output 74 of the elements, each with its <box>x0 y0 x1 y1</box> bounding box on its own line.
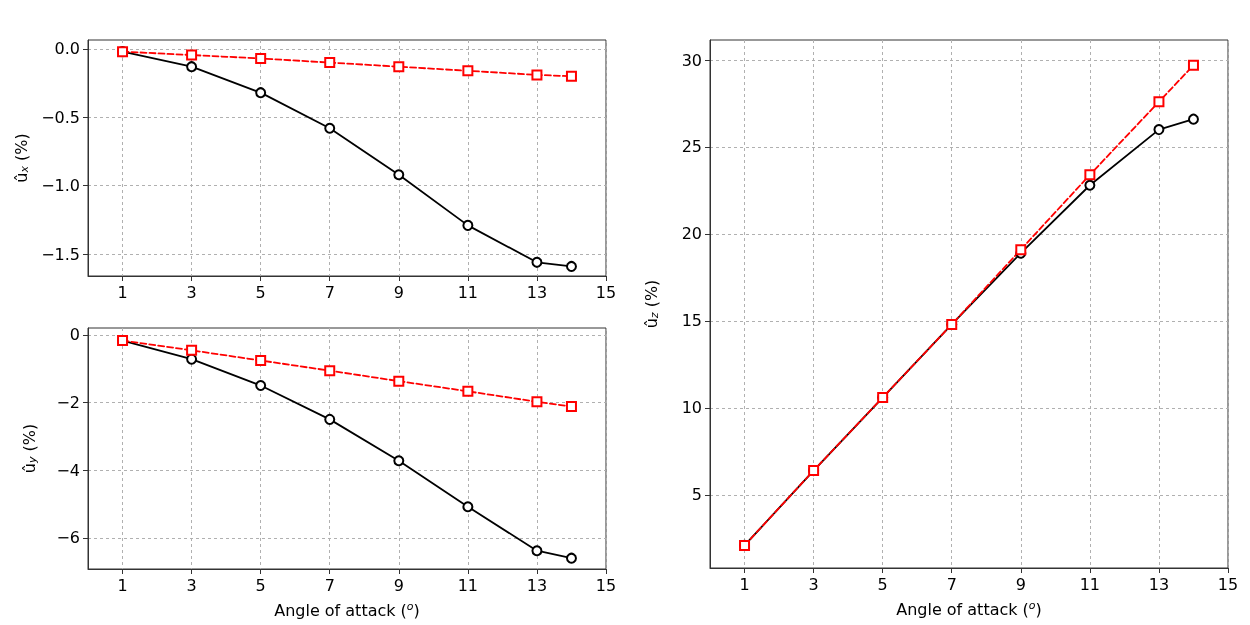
x-tick-label: 13 <box>526 282 548 302</box>
point <box>531 545 543 557</box>
x-tick-label: 5 <box>877 574 888 594</box>
point <box>324 122 336 134</box>
y-tick-label: 10 <box>681 398 702 418</box>
point <box>1187 59 1199 71</box>
point <box>462 65 474 77</box>
y-tick-label: 0.0 <box>54 39 80 59</box>
point <box>565 401 577 413</box>
y-tick-label: −1.5 <box>41 244 80 264</box>
x-tick-label: 11 <box>457 575 479 595</box>
y-axis-title: ûz (%) <box>642 279 661 329</box>
x-tick-label: 5 <box>255 282 266 302</box>
y-tick-label: 15 <box>681 311 702 331</box>
point <box>393 169 405 181</box>
point <box>255 87 267 99</box>
x-tick-label: 1 <box>117 575 128 595</box>
y-axis-title: ûy (%) <box>20 423 39 474</box>
point <box>531 69 543 81</box>
point <box>462 501 474 513</box>
x-tick-label: 9 <box>393 575 404 595</box>
x-tick-label: 15 <box>595 575 617 595</box>
y-tick-label: 30 <box>681 50 702 70</box>
point <box>393 455 405 467</box>
y-tick-label: −0.5 <box>41 107 80 127</box>
x-tick-label: 3 <box>186 282 197 302</box>
point <box>324 57 336 69</box>
y-tick-label: 0 <box>69 325 80 345</box>
x-tick-label: 1 <box>117 282 128 302</box>
point <box>565 70 577 82</box>
x-tick-label: 5 <box>255 575 266 595</box>
point <box>255 380 267 392</box>
y-tick-label: 25 <box>681 137 702 157</box>
point <box>462 385 474 397</box>
y-tick-label: −4 <box>56 460 80 480</box>
point <box>1153 96 1165 108</box>
point <box>1084 169 1096 181</box>
x-tick-label: 3 <box>808 574 819 594</box>
y-tick-label: 20 <box>681 224 702 244</box>
x-tick-label: 7 <box>324 282 335 302</box>
x-tick-label: 7 <box>946 574 957 594</box>
y-tick-label: −2 <box>56 392 80 412</box>
point <box>393 375 405 387</box>
point <box>531 256 543 268</box>
point <box>324 413 336 425</box>
x-tick-label: 9 <box>393 282 404 302</box>
point <box>1187 113 1199 125</box>
x-tick-label: 13 <box>526 575 548 595</box>
y-tick-label: −1.0 <box>41 176 80 196</box>
point <box>186 61 198 73</box>
point <box>531 396 543 408</box>
y-axis-title: ûx (%) <box>12 133 32 183</box>
x-tick-label: 11 <box>457 282 479 302</box>
point <box>1084 179 1096 191</box>
point <box>565 260 577 272</box>
y-tick-label: 5 <box>691 485 702 505</box>
point <box>462 219 474 231</box>
point <box>255 52 267 64</box>
x-tick-label: 1 <box>739 574 750 594</box>
x-tick-label: 7 <box>324 575 335 595</box>
point <box>324 365 336 377</box>
point <box>186 49 198 61</box>
point <box>255 354 267 366</box>
y-tick-label: −6 <box>56 528 80 548</box>
x-tick-label: 13 <box>1148 574 1170 594</box>
x-tick-label: 11 <box>1079 574 1101 594</box>
point <box>1153 124 1165 136</box>
x-tick-label: 9 <box>1015 574 1026 594</box>
point <box>565 552 577 564</box>
point <box>393 61 405 73</box>
x-tick-label: 15 <box>1217 574 1239 594</box>
x-tick-label: 3 <box>186 575 197 595</box>
x-tick-label: 15 <box>595 282 617 302</box>
point <box>186 344 198 356</box>
